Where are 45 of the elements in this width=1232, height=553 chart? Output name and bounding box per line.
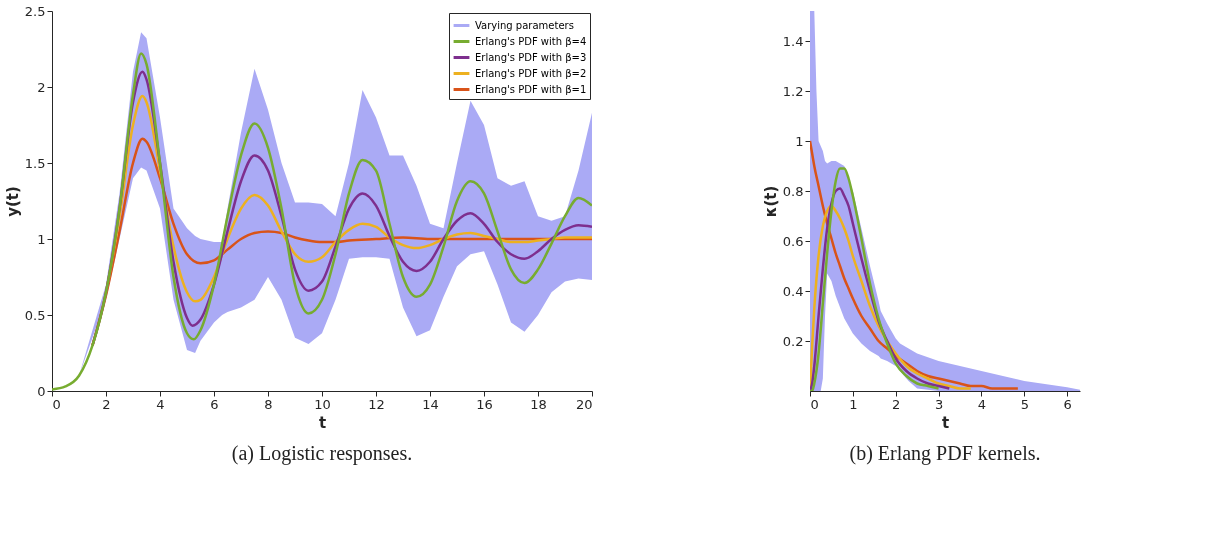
- y-axis-title: κ(t): [761, 185, 780, 218]
- y-tick-label: 1.5: [24, 155, 46, 171]
- y-tick-label: 1: [795, 133, 804, 149]
- y-tick-label: 0.2: [782, 333, 804, 349]
- line-series: [810, 167, 940, 391]
- legend-label: Varying parameters: [475, 19, 574, 31]
- y-tick-label: 1.2: [782, 83, 804, 99]
- x-tick-label: 4: [156, 396, 165, 412]
- legend-label: Erlang's PDF with β=4: [475, 35, 587, 47]
- line-series: [810, 204, 972, 391]
- legend-label: Erlang's PDF with β=1: [475, 83, 587, 95]
- y-tick-label: 0: [37, 383, 46, 399]
- legend-label: Erlang's PDF with β=3: [475, 51, 587, 63]
- x-tick-label: 18: [530, 396, 547, 412]
- x-tick-label: 2: [892, 396, 901, 412]
- text: (a) Logistic responses.: [231, 442, 413, 465]
- x-tick-label: 5: [1020, 396, 1029, 412]
- x-tick-label: 12: [368, 396, 385, 412]
- x-tick-label: 20: [575, 396, 593, 412]
- x-tick-label: 3: [934, 396, 944, 412]
- y-tick-label: 2.5: [24, 3, 46, 19]
- x-tick-label: 2: [102, 396, 111, 412]
- x-tick-label: 16: [476, 396, 493, 412]
- y-tick-label: 2: [37, 79, 46, 95]
- y-tick-label: 0.4: [782, 283, 804, 299]
- text: (b) Erlang PDF kernels.: [849, 442, 1041, 465]
- y-tick-label: 0.6: [782, 233, 804, 249]
- x-tick-label: 8: [264, 396, 273, 412]
- x-tick-label: 6: [1063, 396, 1072, 412]
- y-tick-label: 0.5: [24, 307, 46, 323]
- x-axis-title: t: [318, 413, 327, 432]
- x-tick-label: 10: [314, 396, 331, 412]
- y-tick-label: 1: [37, 231, 46, 247]
- x-tick-label: 0: [810, 396, 819, 412]
- x-tick-label: 4: [977, 396, 987, 412]
- legend-label: Erlang's PDF with β=2: [475, 67, 587, 79]
- y-tick-label: 0.8: [782, 183, 804, 199]
- line-series: [810, 139, 1020, 390]
- x-tick-label: 14: [422, 396, 439, 412]
- y-tick-label: 1.4: [782, 33, 804, 49]
- y-axis-title: y(t): [3, 186, 22, 217]
- x-axis-title: t: [941, 413, 950, 432]
- x-tick-label: 6: [210, 396, 219, 412]
- x-tick-label: 0: [52, 396, 61, 412]
- x-tick-label: 1: [849, 396, 858, 412]
